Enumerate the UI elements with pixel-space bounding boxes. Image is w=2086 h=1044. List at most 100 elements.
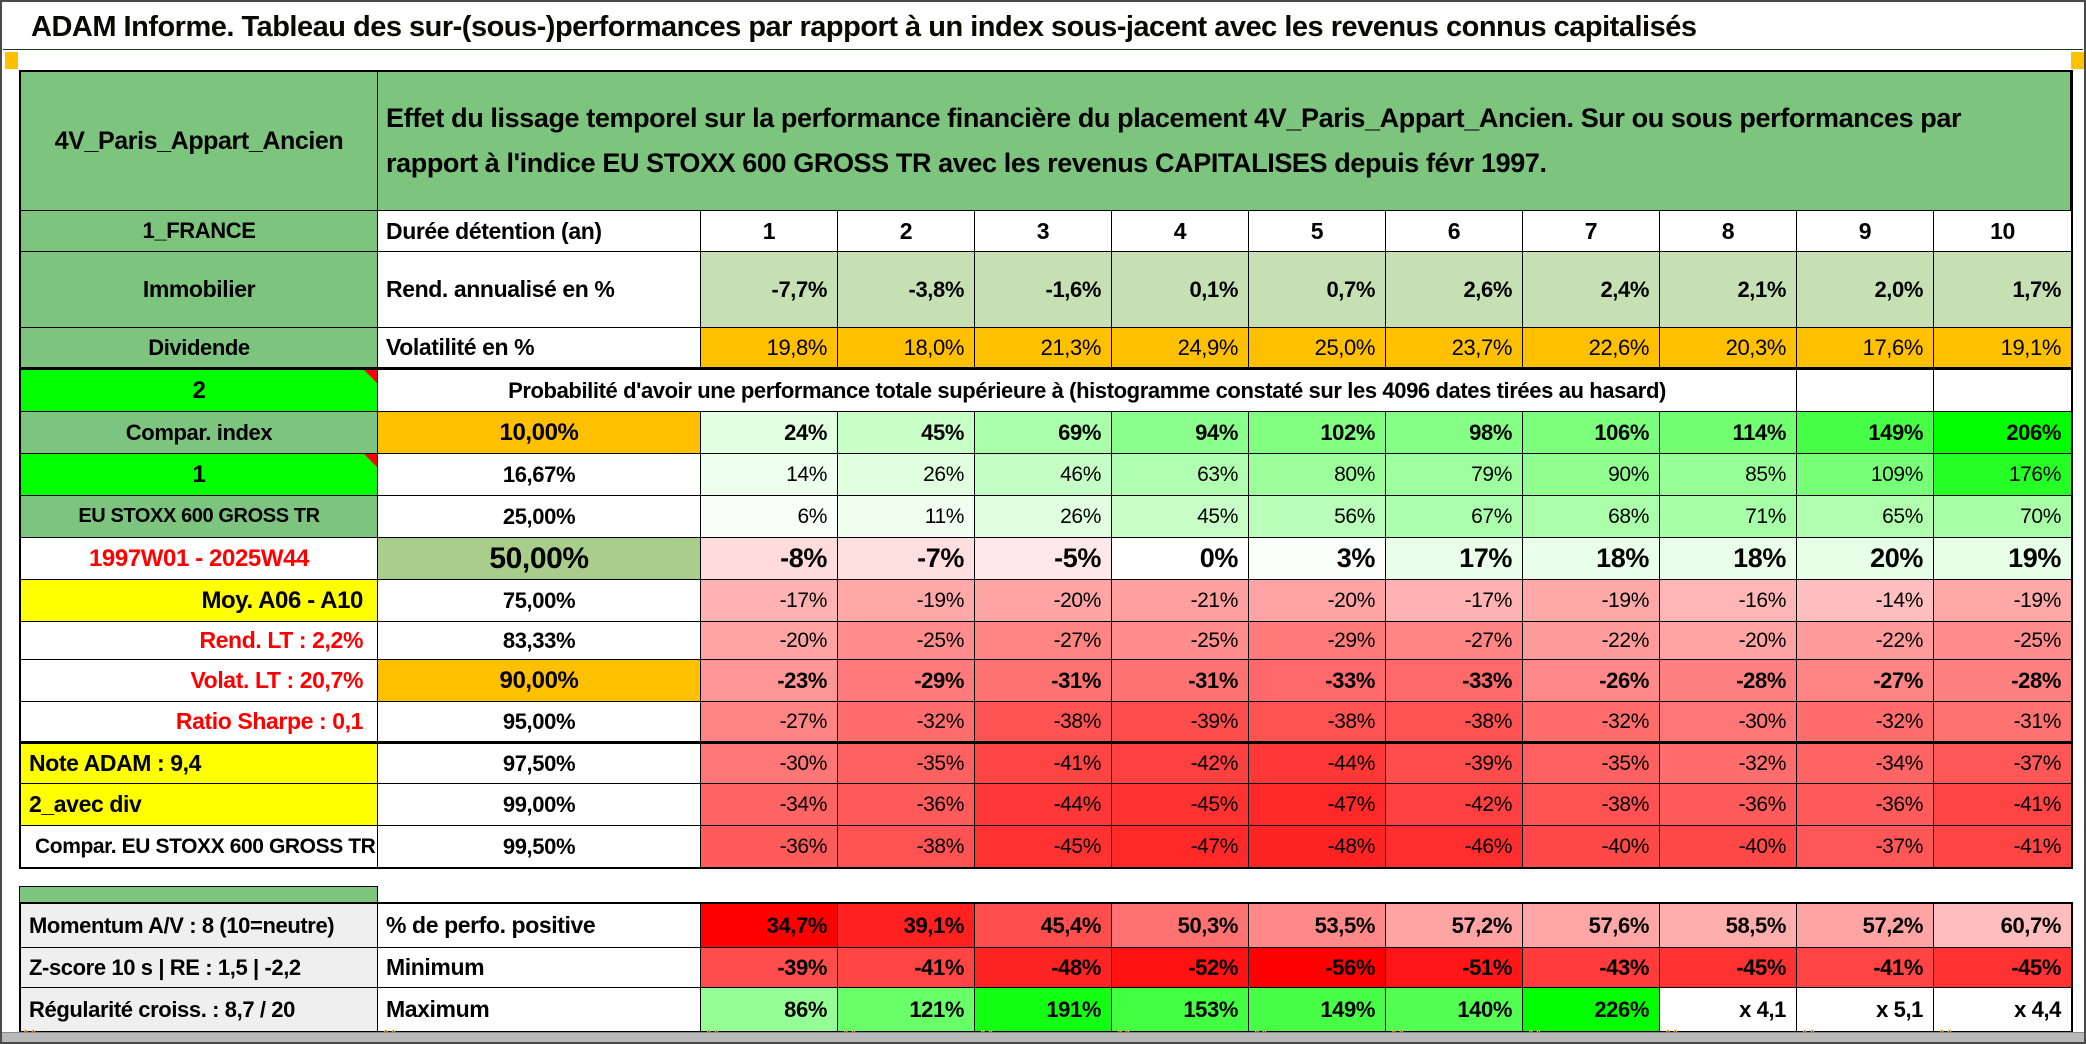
data-cell-p25-c4[interactable]: 45% (1112, 496, 1249, 537)
data-cell-minimum-c10[interactable]: -45% (1934, 948, 2071, 987)
data-cell-maximum-c10[interactable]: x 4,4 (1934, 988, 2071, 1031)
row-label-rend-annualise[interactable]: Immobilier (21, 252, 378, 327)
data-cell-p83-c3[interactable]: -27% (975, 622, 1112, 659)
row-label-probabilite-note[interactable]: 2 (21, 370, 378, 411)
data-cell-p25-c5[interactable]: 56% (1249, 496, 1386, 537)
data-cell-p16-c4[interactable]: 63% (1112, 454, 1249, 495)
data-cell-rend-annualise-c5[interactable]: 0,7% (1249, 252, 1386, 327)
data-cell-p97-c8[interactable]: -32% (1660, 744, 1797, 783)
data-cell-p90-c2[interactable]: -29% (838, 660, 975, 701)
data-cell-p995-c3[interactable]: -45% (975, 826, 1112, 867)
row-sublabel-probabilite-note[interactable]: Probabilité d'avoir une performance tota… (378, 370, 1797, 411)
data-cell-p97-c3[interactable]: -41% (975, 744, 1112, 783)
data-cell-p25-c7[interactable]: 68% (1523, 496, 1660, 537)
data-cell-minimum-c2[interactable]: -41% (838, 948, 975, 987)
data-cell-perfo-positive-c5[interactable]: 53,5% (1249, 904, 1386, 947)
data-cell-p10-c3[interactable]: 69% (975, 412, 1112, 453)
data-cell-p10-c5[interactable]: 102% (1249, 412, 1386, 453)
row-sublabel-minimum[interactable]: Minimum (378, 948, 701, 987)
data-cell-maximum-c4[interactable]: 153% (1112, 988, 1249, 1031)
data-cell-p75-c10[interactable]: -19% (1934, 580, 2071, 621)
row-label-duree-detention[interactable]: 1_FRANCE (21, 211, 378, 251)
data-cell-duree-detention-c4[interactable]: 4 (1112, 211, 1249, 251)
data-cell-volatilite-c10[interactable]: 19,1% (1934, 328, 2071, 367)
row-sublabel-p995[interactable]: 99,50% (378, 826, 701, 867)
data-cell-volatilite-c1[interactable]: 19,8% (701, 328, 838, 367)
data-cell-rend-annualise-c4[interactable]: 0,1% (1112, 252, 1249, 327)
data-cell-p97-c2[interactable]: -35% (838, 744, 975, 783)
data-cell-p99-c2[interactable]: -36% (838, 784, 975, 825)
data-cell-p90-c3[interactable]: -31% (975, 660, 1112, 701)
data-cell-p75-c3[interactable]: -20% (975, 580, 1112, 621)
data-cell-p97-c7[interactable]: -35% (1523, 744, 1660, 783)
data-cell-duree-detention-c9[interactable]: 9 (1797, 211, 1934, 251)
data-cell-perfo-positive-c2[interactable]: 39,1% (838, 904, 975, 947)
data-cell-duree-detention-c6[interactable]: 6 (1386, 211, 1523, 251)
data-cell-p75-c9[interactable]: -14% (1797, 580, 1934, 621)
row-sublabel-p97[interactable]: 97,50% (378, 744, 701, 783)
data-cell-p95-c4[interactable]: -39% (1112, 702, 1249, 741)
data-cell-p995-c10[interactable]: -41% (1934, 826, 2071, 867)
data-cell-p75-c1[interactable]: -17% (701, 580, 838, 621)
data-cell-p83-c8[interactable]: -20% (1660, 622, 1797, 659)
row-sublabel-perfo-positive[interactable]: % de perfo. positive (378, 904, 701, 947)
data-cell-p50-c10[interactable]: 19% (1934, 538, 2071, 579)
data-cell-p75-c8[interactable]: -16% (1660, 580, 1797, 621)
data-cell-p995-c1[interactable]: -36% (701, 826, 838, 867)
data-cell-rend-annualise-c9[interactable]: 2,0% (1797, 252, 1934, 327)
data-cell-minimum-c7[interactable]: -43% (1523, 948, 1660, 987)
row-sublabel-p50[interactable]: 50,00% (378, 538, 701, 579)
data-cell-duree-detention-c10[interactable]: 10 (1934, 211, 2071, 251)
data-cell-p995-c9[interactable]: -37% (1797, 826, 1934, 867)
data-cell-maximum-c6[interactable]: 140% (1386, 988, 1523, 1031)
data-cell-maximum-c8[interactable]: x 4,1 (1660, 988, 1797, 1031)
data-cell-maximum-c3[interactable]: 191% (975, 988, 1112, 1031)
data-cell-p99-c4[interactable]: -45% (1112, 784, 1249, 825)
data-cell-p16-c8[interactable]: 85% (1660, 454, 1797, 495)
data-cell-p97-c6[interactable]: -39% (1386, 744, 1523, 783)
data-cell-p16-c10[interactable]: 176% (1934, 454, 2071, 495)
row-label-p16[interactable]: 1 (21, 454, 378, 495)
data-cell-p25-c9[interactable]: 65% (1797, 496, 1934, 537)
data-cell-p10-c2[interactable]: 45% (838, 412, 975, 453)
data-cell-p90-c6[interactable]: -33% (1386, 660, 1523, 701)
row-label-p75[interactable]: Moy. A06 - A10 (21, 580, 378, 621)
row-label-p995[interactable]: Compar. EU STOXX 600 GROSS TR (21, 826, 378, 867)
data-cell-rend-annualise-c2[interactable]: -3,8% (838, 252, 975, 327)
data-cell-p90-c8[interactable]: -28% (1660, 660, 1797, 701)
data-cell-p16-c2[interactable]: 26% (838, 454, 975, 495)
row-label-minimum[interactable]: Z-score 10 s | RE : 1,5 | -2,2 (21, 948, 378, 987)
row-sublabel-p16[interactable]: 16,67% (378, 454, 701, 495)
data-cell-p25-c2[interactable]: 11% (838, 496, 975, 537)
data-cell-p50-c7[interactable]: 18% (1523, 538, 1660, 579)
data-cell-volatilite-c7[interactable]: 22,6% (1523, 328, 1660, 367)
data-cell-p97-c5[interactable]: -44% (1249, 744, 1386, 783)
data-cell-p83-c6[interactable]: -27% (1386, 622, 1523, 659)
data-cell-p99-c8[interactable]: -36% (1660, 784, 1797, 825)
data-cell-p83-c4[interactable]: -25% (1112, 622, 1249, 659)
data-cell-duree-detention-c5[interactable]: 5 (1249, 211, 1386, 251)
data-cell-p99-c3[interactable]: -44% (975, 784, 1112, 825)
data-cell-p90-c1[interactable]: -23% (701, 660, 838, 701)
data-cell-p16-c5[interactable]: 80% (1249, 454, 1386, 495)
row-sublabel-rend-annualise[interactable]: Rend. annualisé en % (378, 252, 701, 327)
data-cell-maximum-c7[interactable]: 226% (1523, 988, 1660, 1031)
row-label-p50[interactable]: 1997W01 - 2025W44 (21, 538, 378, 579)
data-cell-volatilite-c8[interactable]: 20,3% (1660, 328, 1797, 367)
data-cell-rend-annualise-c8[interactable]: 2,1% (1660, 252, 1797, 327)
data-cell-p99-c1[interactable]: -34% (701, 784, 838, 825)
data-cell-p95-c3[interactable]: -38% (975, 702, 1112, 741)
data-cell-p95-c5[interactable]: -38% (1249, 702, 1386, 741)
data-cell-p83-c5[interactable]: -29% (1249, 622, 1386, 659)
row-sublabel-p90[interactable]: 90,00% (378, 660, 701, 701)
data-cell-volatilite-c9[interactable]: 17,6% (1797, 328, 1934, 367)
data-cell-minimum-c5[interactable]: -56% (1249, 948, 1386, 987)
data-cell-p50-c8[interactable]: 18% (1660, 538, 1797, 579)
data-cell-minimum-c8[interactable]: -45% (1660, 948, 1797, 987)
row-sublabel-maximum[interactable]: Maximum (378, 988, 701, 1031)
data-cell-p75-c5[interactable]: -20% (1249, 580, 1386, 621)
row-sublabel-volatilite[interactable]: Volatilité en % (378, 328, 701, 367)
row-label-p83[interactable]: Rend. LT : 2,2% (21, 622, 378, 659)
data-cell-p995-c7[interactable]: -40% (1523, 826, 1660, 867)
data-cell-p16-c1[interactable]: 14% (701, 454, 838, 495)
